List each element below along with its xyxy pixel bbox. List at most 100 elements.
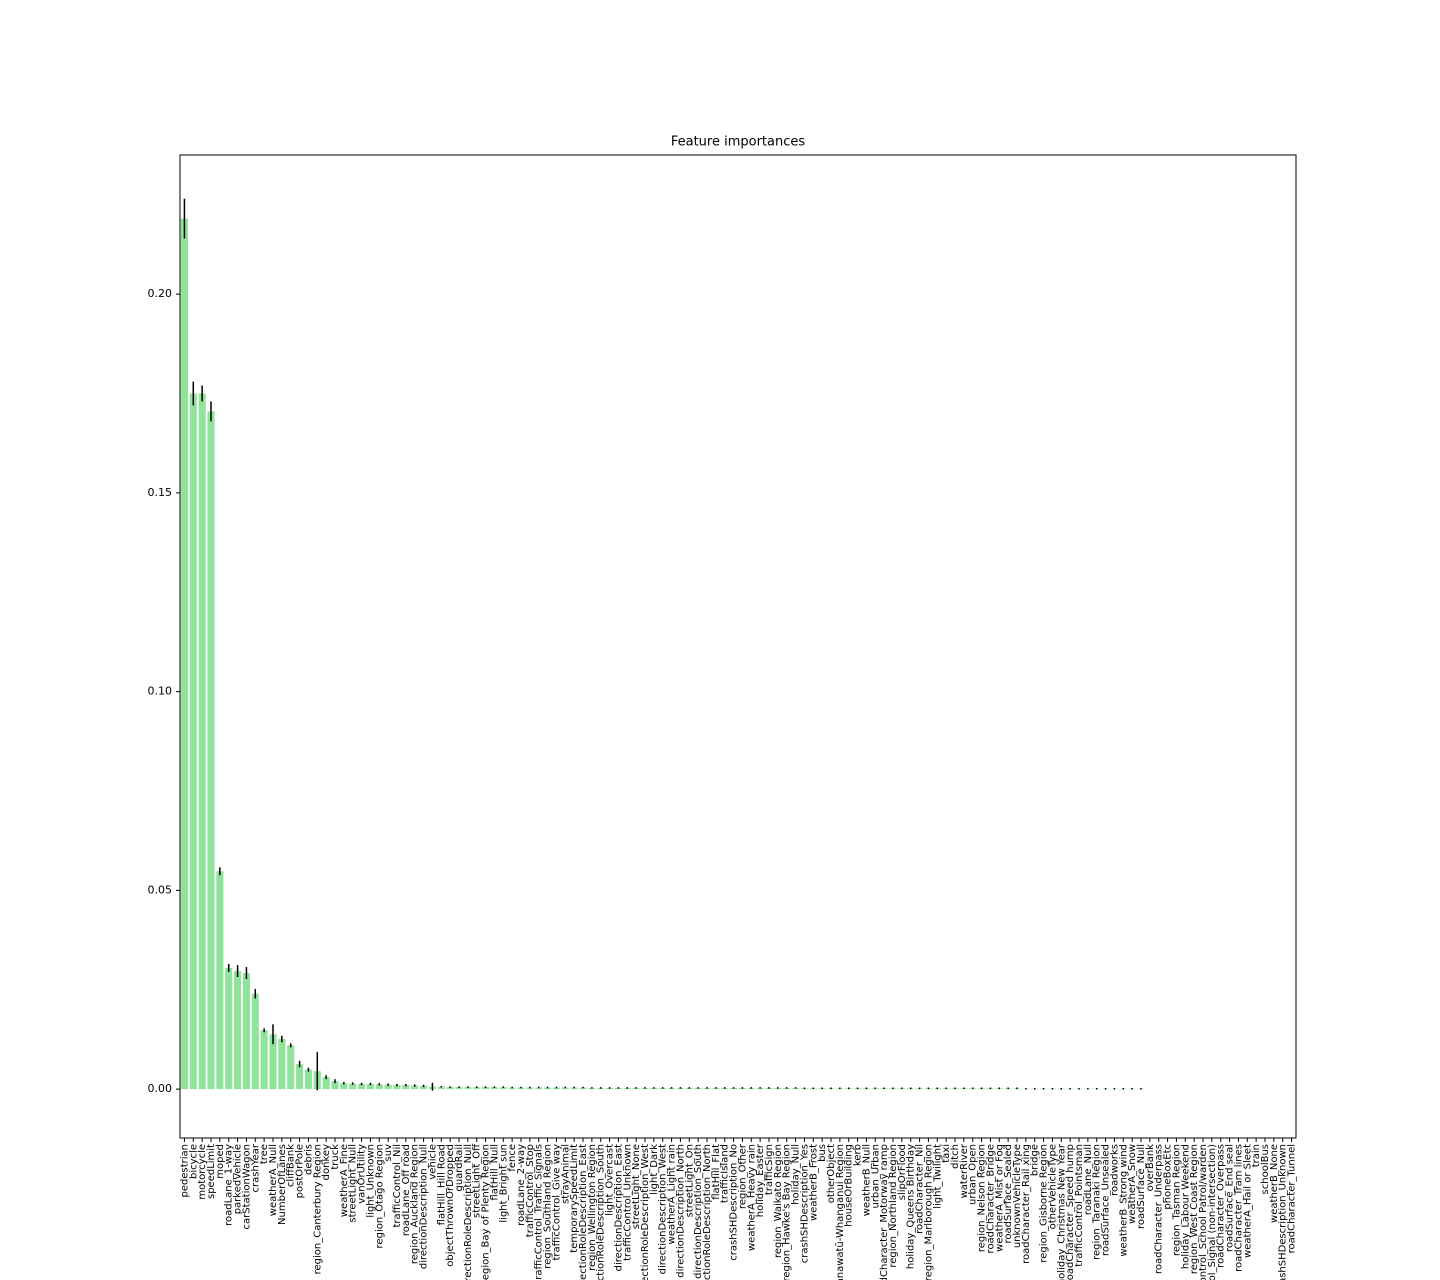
x-tick-label: moped xyxy=(215,1144,226,1179)
x-tick-label: parkedVehicle xyxy=(233,1144,244,1214)
x-tick-label: roadCharacter_Motorway ramp xyxy=(879,1144,890,1280)
bar xyxy=(579,1087,587,1090)
bar xyxy=(508,1087,516,1090)
bar xyxy=(570,1087,578,1090)
x-tick-label: directionDescription_South xyxy=(693,1144,704,1279)
x-tick-label: crashYear xyxy=(250,1143,261,1192)
x-tick-label: directionDescription_West xyxy=(658,1144,669,1274)
x-tick-label: phoneBoxEtc xyxy=(1163,1144,1174,1210)
x-tick-label: weatherB_Strong wind xyxy=(1118,1144,1129,1257)
x-tick-label: holiday_Easter xyxy=(755,1143,766,1217)
x-tick-label: crashSHDescription_No xyxy=(729,1144,740,1261)
x-tick-label: weatherB_Null xyxy=(861,1144,872,1216)
x-tick-label: objectThrownOrDropped xyxy=(445,1144,456,1267)
bar xyxy=(402,1085,410,1090)
x-tick-label: weatherA_Mist or Fog xyxy=(994,1144,1005,1252)
x-tick-label: overBank xyxy=(1145,1144,1156,1192)
x-tick-label: holiday_Queens Birthday xyxy=(906,1144,917,1269)
bar xyxy=(304,1069,312,1090)
x-tick-label: roadSurface_Sealed xyxy=(1003,1144,1014,1244)
x-tick-label: holiday_Christmas New Year xyxy=(1056,1143,1067,1280)
x-tick-label: weatherA_Null xyxy=(268,1144,279,1216)
bar xyxy=(446,1087,454,1090)
bar xyxy=(375,1084,383,1090)
x-tick-label: flatHill_Null xyxy=(489,1144,500,1201)
x-tick-label: kerb xyxy=(853,1144,864,1166)
bar xyxy=(322,1077,330,1090)
bar xyxy=(216,871,224,1090)
x-tick-label: roadCharacter_Nil xyxy=(915,1144,926,1234)
bar xyxy=(269,1034,277,1090)
bar xyxy=(464,1087,472,1090)
x-tick-label: suv xyxy=(383,1144,394,1162)
x-tick-label: vehicle xyxy=(427,1144,438,1180)
x-tick-label: roadCharacter_Tunnel xyxy=(1287,1144,1298,1253)
x-tick-label: region_Otago Region xyxy=(374,1144,385,1248)
x-tick-label: speedLimit xyxy=(206,1144,217,1199)
bar xyxy=(482,1087,490,1090)
x-tick-label: region_Waikato Region xyxy=(773,1144,784,1258)
x-tick-label: urban_Open xyxy=(968,1144,979,1205)
y-tick-label: 0.15 xyxy=(148,486,173,499)
x-tick-label: light_Dark xyxy=(649,1144,660,1195)
bar xyxy=(287,1045,295,1090)
x-tick-label: fence xyxy=(507,1144,518,1172)
x-tick-label: holiday_Null xyxy=(791,1144,802,1205)
x-tick-label: region_Nelson Region xyxy=(977,1144,988,1252)
x-tick-label: trafficControl_Pointsman xyxy=(1074,1144,1085,1267)
bar xyxy=(544,1087,552,1090)
plot-frame xyxy=(179,154,1297,1139)
x-tick-label: region_Canterbury Region xyxy=(312,1144,323,1274)
x-tick-label: slipOrFlood xyxy=(897,1144,908,1200)
x-tick-label: roadCharacter_Overpass xyxy=(1216,1144,1227,1268)
bar xyxy=(535,1087,543,1090)
bar xyxy=(384,1084,392,1090)
x-tick-label: region_Marlborough Region xyxy=(923,1144,934,1280)
x-tick-label: region_West Coast Region xyxy=(1189,1144,1200,1274)
x-tick-label: streetLight_Off xyxy=(472,1143,483,1218)
x-tick-label: roadLane_1-way xyxy=(224,1144,235,1226)
x-tick-label: region_Northland Region xyxy=(888,1144,899,1268)
bar xyxy=(411,1085,419,1090)
bar xyxy=(331,1081,339,1090)
bar xyxy=(499,1087,507,1090)
bar xyxy=(393,1085,401,1090)
bar xyxy=(490,1087,498,1090)
x-tick-label: streetLight_None xyxy=(631,1144,642,1229)
x-tick-label: debris xyxy=(303,1144,314,1175)
x-tick-label: ditch xyxy=(950,1144,961,1169)
x-tick-label: region_Hawke's Bay Region xyxy=(782,1144,793,1280)
x-tick-label: postOrPole xyxy=(295,1144,306,1198)
x-tick-label: otherObject xyxy=(826,1144,837,1203)
x-tick-label: trafficControl_Traffic Signals xyxy=(534,1144,545,1280)
x-tick-label: weatherA_Fine xyxy=(339,1144,350,1217)
y-tick-label: 0.20 xyxy=(148,287,173,300)
x-tick-label: roadCharacter_Underpass xyxy=(1154,1144,1165,1274)
x-tick-label: strayAnimal xyxy=(560,1144,571,1204)
bar xyxy=(455,1087,463,1090)
x-tick-label: light_Unknown xyxy=(365,1144,376,1218)
x-tick-label: tree xyxy=(259,1144,270,1164)
x-tick-label: roadworks xyxy=(1109,1144,1120,1196)
x-tick-label: donkey xyxy=(321,1144,332,1180)
x-tick-label: unknownVehicleType xyxy=(1012,1144,1023,1248)
x-tick-label: directionRoleDescription_North xyxy=(702,1144,713,1280)
x-tick-label: roadLane_Off road xyxy=(401,1144,412,1236)
bar xyxy=(340,1083,348,1090)
x-tick-label: roadCharacter_Speed hump xyxy=(1065,1144,1076,1280)
chart-title: Feature importances xyxy=(671,135,806,150)
x-tick-label: region_Other xyxy=(737,1143,748,1209)
bar xyxy=(234,971,242,1090)
x-tick-label: waterRiver xyxy=(959,1143,970,1198)
x-tick-label: bus xyxy=(817,1144,828,1162)
bar xyxy=(473,1087,481,1090)
x-tick-label: flatHill_Flat xyxy=(711,1144,722,1200)
x-tick-label: cliffBank xyxy=(286,1144,297,1187)
bar xyxy=(225,967,233,1090)
x-tick-label: roadCharacter_Tram lines xyxy=(1233,1144,1244,1272)
bar xyxy=(552,1087,560,1090)
bar xyxy=(561,1087,569,1090)
bar xyxy=(180,218,188,1090)
x-tick-label: weatherA_Hail or Sleet xyxy=(1242,1144,1253,1258)
